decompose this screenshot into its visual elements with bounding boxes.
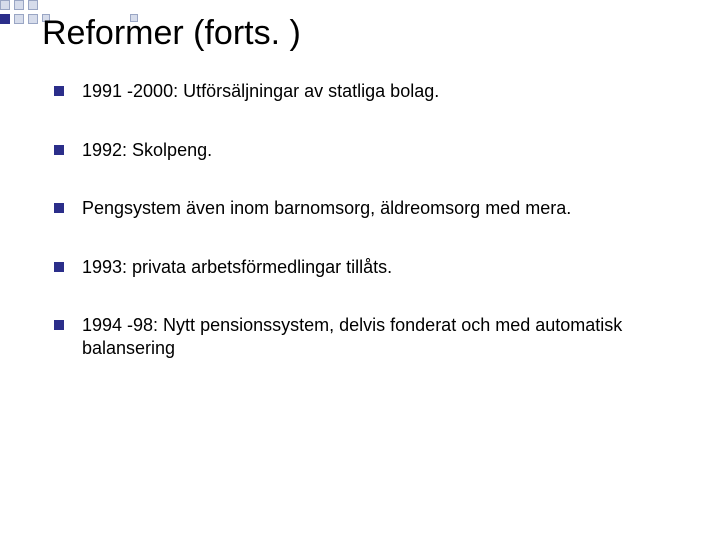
square-bullet-icon: [54, 262, 64, 272]
deco-square-icon: [28, 0, 38, 10]
list-item: Pengsystem även inom barnomsorg, äldreom…: [54, 197, 680, 220]
list-item-text: Pengsystem även inom barnomsorg, äldreom…: [82, 197, 680, 220]
square-bullet-icon: [54, 320, 64, 330]
square-bullet-icon: [54, 203, 64, 213]
list-item-text: 1991 -2000: Utförsäljningar av statliga …: [82, 80, 680, 103]
list-item-text: 1992: Skolpeng.: [82, 139, 680, 162]
deco-square-icon: [28, 14, 38, 24]
list-item: 1991 -2000: Utförsäljningar av statliga …: [54, 80, 680, 103]
deco-square-icon: [14, 14, 24, 24]
slide-title: Reformer (forts. ): [42, 14, 301, 53]
slide: Reformer (forts. ) 1991 -2000: Utförsälj…: [0, 0, 720, 540]
list-item: 1992: Skolpeng.: [54, 139, 680, 162]
square-bullet-icon: [54, 145, 64, 155]
list-item-text: 1994 -98: Nytt pensionssystem, delvis fo…: [82, 314, 680, 359]
deco-square-icon: [0, 14, 10, 24]
deco-square-icon: [14, 0, 24, 10]
bullet-list: 1991 -2000: Utförsäljningar av statliga …: [54, 80, 680, 395]
square-bullet-icon: [54, 86, 64, 96]
list-item: 1994 -98: Nytt pensionssystem, delvis fo…: [54, 314, 680, 359]
deco-square-icon: [0, 0, 10, 10]
list-item: 1993: privata arbetsförmedlingar tillåts…: [54, 256, 680, 279]
list-item-text: 1993: privata arbetsförmedlingar tillåts…: [82, 256, 680, 279]
